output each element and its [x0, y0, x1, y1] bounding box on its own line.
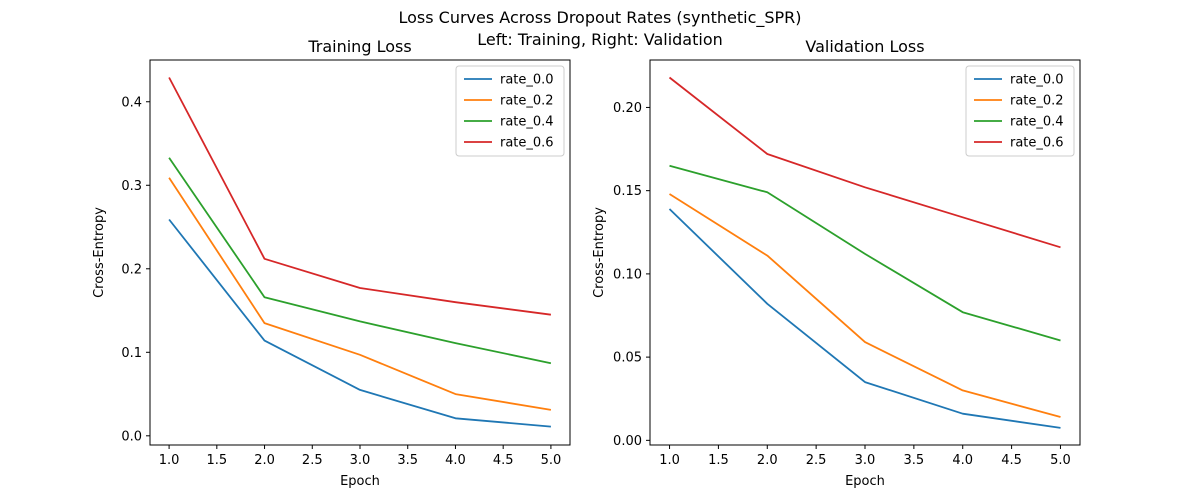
training-loss-panel: Training Loss 1.0 1.5 2.0 2.5 3.0 3.5 4.0 4.5 5.0… [92, 37, 571, 489]
validation-x-tick-label: 1.0 [659, 453, 680, 468]
training-x-tick-label: 2.0 [254, 453, 275, 468]
validation-legend-label-rate_0.6: rate_0.6 [1010, 136, 1064, 151]
training-x-tick-label: 1.5 [206, 453, 227, 468]
training-legend-box [455, 65, 565, 157]
validation-series-line-rate_0.4 [669, 164, 1061, 342]
training-legend-label-rate_0.0: rate_0.0 [500, 73, 554, 88]
training-x-tick-label: 1.0 [159, 453, 180, 468]
validation-x-tick-label: 3.0 [855, 453, 876, 468]
validation-x-tick-label: 2.5 [806, 453, 827, 468]
validation-x-tick-label: 2.0 [757, 453, 778, 468]
training-legend-label-rate_0.2: rate_0.2 [500, 94, 554, 109]
training-series-line-rate_0.4 [168, 157, 552, 365]
validation-series-line-rate_0.0 [668, 208, 1061, 429]
training-chart-title: Training Loss [307, 37, 411, 56]
training-y-tick-label: 0.4 [121, 95, 142, 110]
training-x-tick-label: 5.0 [541, 453, 562, 468]
validation-x-tick-label: 4.0 [952, 453, 973, 468]
training-legend-label-rate_0.4: rate_0.4 [500, 115, 554, 130]
validation-x-tick-label: 5.0 [1050, 453, 1071, 468]
training-series-line-rate_0.0 [168, 218, 551, 428]
validation-y-tick-label: 0.15 [613, 184, 642, 199]
training-series-line-rate_0.2 [168, 177, 552, 411]
training-x-tick-label: 3.5 [397, 453, 418, 468]
validation-legend-label-rate_0.4: rate_0.4 [1010, 115, 1064, 130]
validation-x-tick-label: 3.5 [904, 453, 925, 468]
training-legend-label-rate_0.6: rate_0.6 [500, 136, 554, 151]
training-x-tick-label: 2.5 [302, 453, 323, 468]
validation-x-axis-label: Epoch [845, 474, 885, 489]
training-x-tick-label: 4.5 [493, 453, 514, 468]
suptitle-line-1: Loss Curves Across Dropout Rates (synthe… [398, 8, 801, 28]
training-y-tick-label: 0.3 [121, 179, 142, 194]
validation-x-tick-label: 1.5 [708, 453, 729, 468]
validation-y-tick-label: 0.00 [613, 434, 642, 449]
validation-x-tick-label: 4.5 [1001, 453, 1022, 468]
validation-legend: rate_0.0 rate_0.2 rate_0.4 rate_0.6 [965, 65, 1075, 157]
validation-legend-box [965, 65, 1075, 157]
training-legend: rate_0.0 rate_0.2 rate_0.4 rate_0.6 [455, 65, 565, 157]
training-x-tick-label: 3.0 [350, 453, 371, 468]
training-series-line-rate_0.6 [168, 77, 552, 316]
validation-series-line-rate_0.2 [669, 193, 1061, 418]
validation-y-tick-label: 0.20 [613, 101, 642, 116]
training-y-axis-label: Cross-Entropy [92, 207, 107, 298]
training-x-tick-label: 4.0 [445, 453, 466, 468]
suptitle-line-2: Left: Training, Right: Validation [477, 30, 723, 49]
validation-series-line-rate_0.6 [668, 76, 1061, 249]
validation-y-tick-label: 0.05 [613, 351, 642, 366]
validation-loss-panel: Validation Loss 1.0 1.5 2.0 2.5 3.0 3.5 4.0 4.5 5… [592, 37, 1081, 489]
validation-chart-title: Validation Loss [805, 37, 924, 56]
training-x-axis-label: Epoch [340, 474, 380, 489]
validation-legend-label-rate_0.0: rate_0.0 [1010, 73, 1064, 88]
training-y-tick-label: 0.2 [121, 262, 142, 277]
training-y-tick-label: 0.1 [121, 346, 142, 361]
training-y-tick-label: 0.0 [121, 429, 142, 444]
validation-y-tick-label: 0.10 [613, 267, 642, 282]
validation-legend-label-rate_0.2: rate_0.2 [1010, 94, 1064, 109]
validation-y-axis-label: Cross-Entropy [592, 207, 607, 298]
